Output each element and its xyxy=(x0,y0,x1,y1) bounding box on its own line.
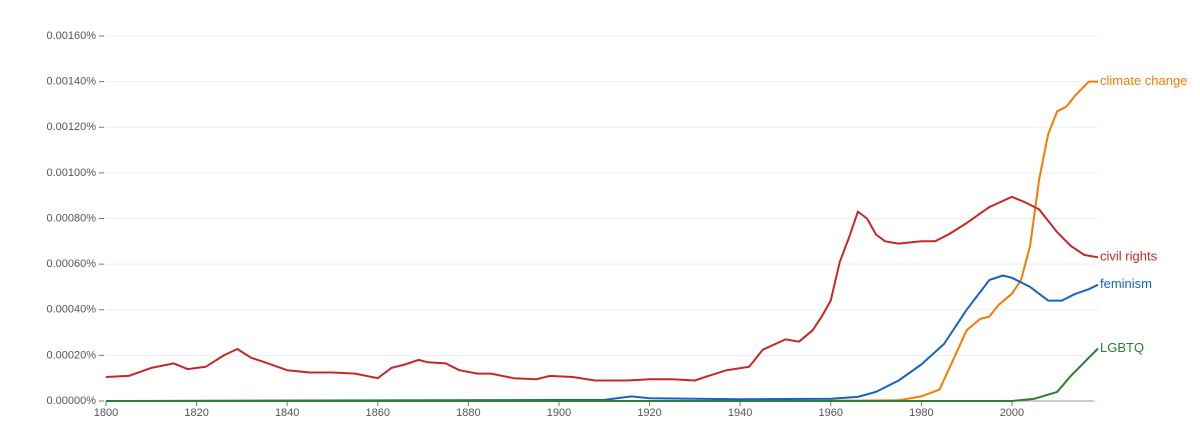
y-tick-label: 0.00020% xyxy=(46,349,96,361)
series-label: climate change xyxy=(1100,73,1187,88)
x-tick-label: 1820 xyxy=(184,407,208,419)
x-tick-label: 1880 xyxy=(456,407,480,419)
x-tick-label: 1920 xyxy=(637,407,661,419)
x-tick-label: 2000 xyxy=(1000,407,1024,419)
x-tick-label: 1860 xyxy=(366,407,390,419)
series-label: civil rights xyxy=(1100,249,1158,264)
series-line xyxy=(106,347,1099,402)
series-line xyxy=(105,195,1099,382)
y-tick-label: 0.00000% xyxy=(46,395,96,407)
x-tick-label: 1960 xyxy=(819,407,843,419)
y-tick-label: 0.00060% xyxy=(46,258,96,270)
x-tick-label: 1940 xyxy=(728,407,752,419)
y-tick-label: 0.00140% xyxy=(46,76,96,88)
y-tick-label: 0.00100% xyxy=(46,167,96,179)
series-line xyxy=(105,274,1099,402)
x-tick-label: 1900 xyxy=(547,407,571,419)
series-line xyxy=(106,80,1098,402)
y-tick-label: 0.00080% xyxy=(46,212,96,224)
y-tick-label: 0.00120% xyxy=(46,121,96,133)
x-tick-label: 1980 xyxy=(909,407,933,419)
y-tick-label: 0.00040% xyxy=(46,304,96,316)
series-label: LGBTQ xyxy=(1100,340,1144,355)
x-tick-label: 1800 xyxy=(94,407,118,419)
x-tick-label: 1840 xyxy=(275,407,299,419)
series-label: feminism xyxy=(1100,276,1152,291)
y-tick-label: 0.00160% xyxy=(46,30,96,42)
